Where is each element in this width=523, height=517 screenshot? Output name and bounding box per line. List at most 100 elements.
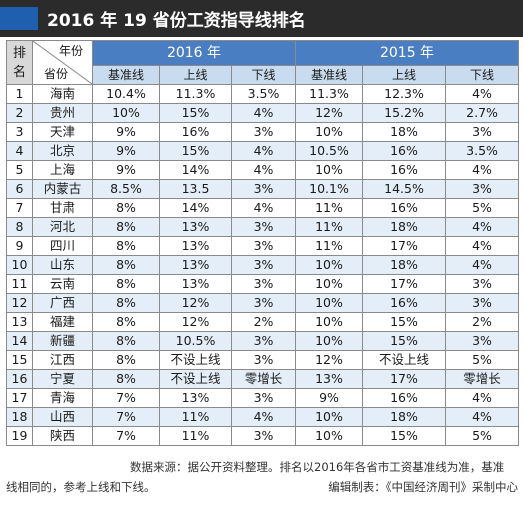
lower-2015-cell: 4% [445, 407, 520, 427]
province-cell: 河北 [32, 217, 93, 237]
upper-2015-cell: 16% [362, 293, 447, 313]
upper-2016-cell: 13% [159, 274, 232, 294]
rank-cell: 15 [6, 350, 33, 370]
corner-header: 年份 省份 [32, 40, 93, 85]
table-row: 15 江西 8% 不设上线 3% 12% 不设上线 5% [6, 350, 520, 370]
province-cell: 云南 [32, 274, 93, 294]
rank-cell: 17 [6, 388, 33, 408]
base-2016-cell: 7% [92, 426, 160, 446]
base-2016-cell: 10% [92, 103, 160, 123]
upper-2015-cell: 16% [362, 198, 447, 218]
base-2016-cell: 8% [92, 369, 160, 389]
rank-cell: 12 [6, 293, 33, 313]
rank-cell: 5 [6, 160, 33, 180]
lower-2016-cell: 2% [230, 312, 297, 332]
upper-2016-cell: 13% [159, 236, 232, 256]
upper-2015-cell: 18% [362, 217, 447, 237]
upper-2015-cell: 17% [362, 236, 447, 256]
table-row: 8 河北 8% 13% 3% 11% 18% 4% [6, 217, 520, 237]
base-2016-cell: 8% [92, 198, 160, 218]
rank-cell: 9 [6, 236, 33, 256]
table-row: 17 青海 7% 13% 3% 9% 16% 4% [6, 388, 520, 408]
lower-2015-cell: 4% [445, 388, 520, 408]
base-2016-cell: 9% [92, 160, 160, 180]
province-cell: 北京 [32, 141, 93, 161]
province-cell: 江西 [32, 350, 93, 370]
upper-2016-cell: 14% [159, 198, 232, 218]
base-2015-cell: 10% [295, 331, 364, 351]
base-2016-cell: 10.4% [92, 84, 160, 104]
col-lower-2015: 下线 [445, 65, 520, 85]
base-2015-cell: 10% [295, 293, 364, 313]
lower-2016-cell: 3.5% [230, 84, 297, 104]
base-2016-cell: 8% [92, 350, 160, 370]
upper-2016-cell: 12% [159, 293, 232, 313]
province-cell: 上海 [32, 160, 93, 180]
upper-2015-cell: 15% [362, 312, 447, 332]
rank-cell: 8 [6, 217, 33, 237]
table-row: 7 甘肃 8% 14% 4% 11% 16% 5% [6, 198, 520, 218]
lower-2015-cell: 5% [445, 350, 520, 370]
upper-2016-cell: 11% [159, 426, 232, 446]
lower-2016-cell: 4% [230, 198, 297, 218]
province-cell: 海南 [32, 84, 93, 104]
table-row: 12 广西 8% 12% 3% 10% 16% 3% [6, 293, 520, 313]
base-2016-cell: 8% [92, 274, 160, 294]
lower-2015-cell: 4% [445, 217, 520, 237]
title-accent-block [0, 7, 38, 30]
upper-2015-cell: 15% [362, 426, 447, 446]
lower-2015-cell: 4% [445, 84, 520, 104]
lower-2016-cell: 4% [230, 103, 297, 123]
base-2015-cell: 10% [295, 160, 364, 180]
lower-2015-cell: 4% [445, 160, 520, 180]
base-2016-cell: 8% [92, 217, 160, 237]
lower-2016-cell: 3% [230, 350, 297, 370]
base-2016-cell: 8% [92, 312, 160, 332]
lower-2016-cell: 3% [230, 388, 297, 408]
rank-cell: 1 [6, 84, 33, 104]
upper-2016-cell: 14% [159, 160, 232, 180]
table-row: 14 新疆 8% 10.5% 3% 10% 15% 3% [6, 331, 520, 351]
province-cell: 福建 [32, 312, 93, 332]
base-2015-cell: 10% [295, 312, 364, 332]
wage-guideline-table: 排名 年份 省份 2016 年 2015 年 基准线 上线 下线 基准线 上线 … [6, 40, 520, 446]
col-upper-2015: 上线 [362, 65, 447, 85]
rank-header: 排名 [6, 40, 33, 85]
base-2016-cell: 8% [92, 293, 160, 313]
base-2015-cell: 11% [295, 198, 364, 218]
base-2016-cell: 8% [92, 255, 160, 275]
upper-2016-cell: 13% [159, 217, 232, 237]
base-2016-cell: 9% [92, 141, 160, 161]
source-note-line2: 线相同的，参考上线和下线。 编辑制表：《中国经济周刊》采制中心 [6, 477, 518, 497]
lower-2016-cell: 3% [230, 274, 297, 294]
province-cell: 宁夏 [32, 369, 93, 389]
lower-2015-cell: 3.5% [445, 141, 520, 161]
rank-cell: 10 [6, 255, 33, 275]
upper-2016-cell: 16% [159, 122, 232, 142]
source-note-line1: 数据来源：据公开资料整理。排名以2016年各省市工资基准线为准，基准 [130, 460, 505, 474]
base-2015-cell: 12% [295, 103, 364, 123]
col-base-2015: 基准线 [295, 65, 364, 85]
rank-cell: 4 [6, 141, 33, 161]
lower-2016-cell: 4% [230, 160, 297, 180]
corner-year-label: 年份 [58, 44, 83, 58]
base-2015-cell: 10% [295, 255, 364, 275]
province-cell: 四川 [32, 236, 93, 256]
corner-province-label: 省份 [44, 67, 69, 81]
upper-2015-cell: 15% [362, 331, 447, 351]
province-cell: 新疆 [32, 331, 93, 351]
lower-2015-cell: 3% [445, 179, 520, 199]
rank-cell: 7 [6, 198, 33, 218]
lower-2016-cell: 3% [230, 331, 297, 351]
province-cell: 山西 [32, 407, 93, 427]
upper-2016-cell: 12% [159, 312, 232, 332]
upper-2016-cell: 11.3% [159, 84, 232, 104]
lower-2015-cell: 5% [445, 426, 520, 446]
base-2015-cell: 11.3% [295, 84, 364, 104]
table-row: 6 内蒙古 8.5% 13.5 3% 10.1% 14.5% 3% [6, 179, 520, 199]
base-2015-cell: 10% [295, 426, 364, 446]
table-row: 5 上海 9% 14% 4% 10% 16% 4% [6, 160, 520, 180]
rank-cell: 2 [6, 103, 33, 123]
lower-2015-cell: 2.7% [445, 103, 520, 123]
lower-2015-cell: 4% [445, 255, 520, 275]
